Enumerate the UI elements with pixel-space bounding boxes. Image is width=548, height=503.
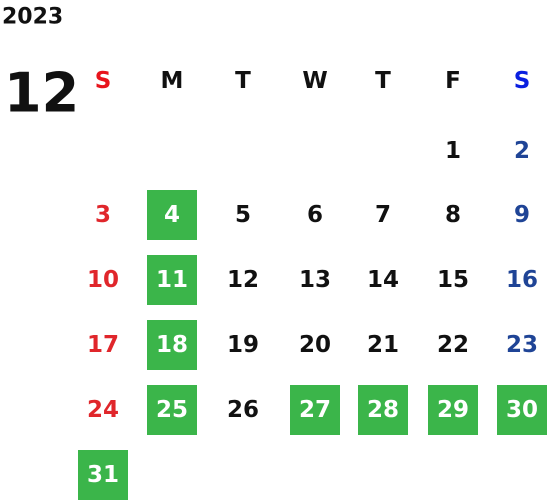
day-number: 31 bbox=[87, 462, 119, 488]
day-number: 27 bbox=[299, 397, 331, 423]
highlight-box bbox=[358, 385, 408, 435]
weekday-label: S bbox=[95, 68, 112, 94]
day-number: 10 bbox=[87, 267, 119, 293]
day-number: 6 bbox=[307, 202, 323, 228]
day-number: 14 bbox=[367, 267, 399, 293]
highlight-box bbox=[290, 385, 340, 435]
day-number: 30 bbox=[506, 397, 538, 423]
day-number: 22 bbox=[437, 332, 469, 358]
highlight-box bbox=[147, 385, 197, 435]
day-number: 13 bbox=[299, 267, 331, 293]
highlight-box bbox=[147, 320, 197, 370]
weekday-label: W bbox=[302, 68, 327, 94]
highlight-box bbox=[78, 450, 128, 500]
year: 2023 bbox=[2, 5, 63, 30]
day-number: 25 bbox=[156, 397, 188, 423]
day-number: 2 bbox=[514, 138, 530, 164]
day-number: 1 bbox=[445, 138, 461, 164]
day-number: 23 bbox=[506, 332, 538, 358]
day-number: 18 bbox=[156, 332, 188, 358]
day-number: 24 bbox=[87, 397, 119, 423]
day-number: 28 bbox=[367, 397, 399, 423]
weekday-label: T bbox=[235, 68, 251, 94]
weekday-label: T bbox=[375, 68, 391, 94]
highlight-box bbox=[147, 255, 197, 305]
day-number: 8 bbox=[445, 202, 461, 228]
day-number: 26 bbox=[227, 397, 259, 423]
day-number: 11 bbox=[156, 267, 188, 293]
weekday-label: F bbox=[445, 68, 461, 94]
day-number: 4 bbox=[164, 202, 180, 228]
day-number: 9 bbox=[514, 202, 530, 228]
highlight-box bbox=[428, 385, 478, 435]
day-number: 29 bbox=[437, 397, 469, 423]
day-number: 3 bbox=[95, 202, 111, 228]
day-number: 5 bbox=[235, 202, 251, 228]
month: 12 bbox=[4, 62, 79, 125]
day-number: 15 bbox=[437, 267, 469, 293]
day-number: 21 bbox=[367, 332, 399, 358]
highlight-box bbox=[147, 190, 197, 240]
weekday-label: M bbox=[161, 68, 184, 94]
day-number: 12 bbox=[227, 267, 259, 293]
highlight-box bbox=[497, 385, 547, 435]
day-number: 20 bbox=[299, 332, 331, 358]
day-number: 7 bbox=[375, 202, 391, 228]
day-number: 17 bbox=[87, 332, 119, 358]
day-number: 19 bbox=[227, 332, 259, 358]
weekday-label: S bbox=[514, 68, 531, 94]
day-number: 16 bbox=[506, 267, 538, 293]
